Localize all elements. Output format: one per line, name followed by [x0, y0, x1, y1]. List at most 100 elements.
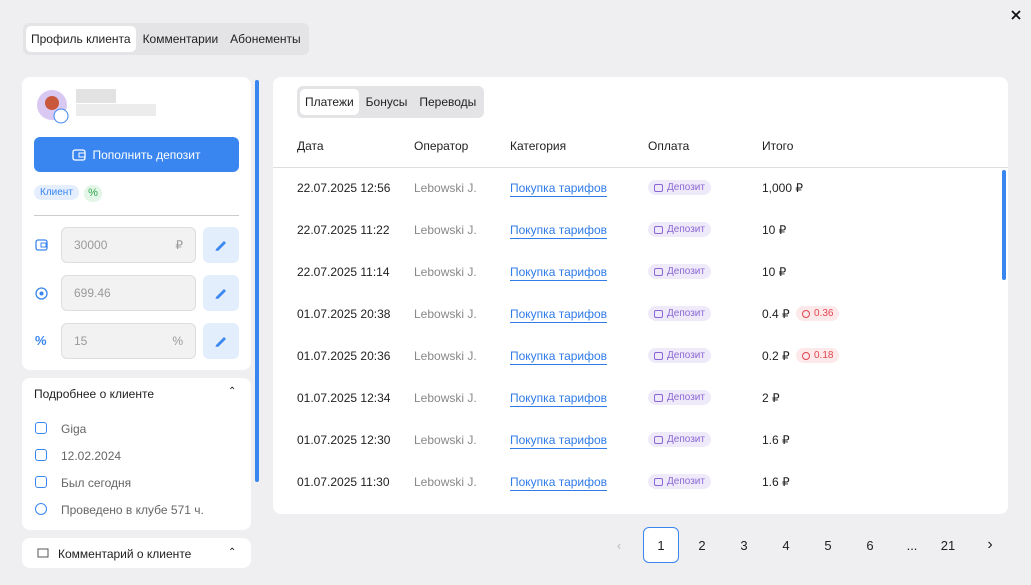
- page-button[interactable]: 3: [740, 537, 748, 553]
- category-link[interactable]: Покупка тарифов: [510, 475, 608, 491]
- bonus-text: 0.18: [814, 350, 834, 361]
- subtab[interactable]: Бонусы: [365, 95, 408, 109]
- percent-icon: %: [35, 333, 47, 348]
- pencil-icon: [215, 337, 226, 347]
- detail-icon: [35, 503, 47, 515]
- wallet-icon: [654, 267, 663, 276]
- wallet-icon: [72, 148, 87, 161]
- bonus-icon: [35, 287, 48, 300]
- payment-text: Депозит: [667, 476, 705, 487]
- subtab[interactable]: Переводы: [419, 95, 477, 109]
- total: 10 ₽: [762, 265, 787, 279]
- detail-icon: [35, 449, 47, 461]
- page-button[interactable]: ...: [906, 537, 918, 553]
- page-button[interactable]: 6: [866, 537, 874, 553]
- payment-badge: Депозит: [648, 390, 711, 405]
- tab[interactable]: Профиль клиента: [26, 26, 136, 52]
- category-link[interactable]: Покупка тарифов: [510, 307, 608, 323]
- table-scrollbar[interactable]: [1002, 170, 1006, 280]
- details-panel: [22, 378, 251, 530]
- details-title[interactable]: Подробнее о клиенте: [34, 387, 154, 401]
- page-button[interactable]: 5: [824, 537, 832, 553]
- operator: Lebowski J.: [414, 265, 477, 279]
- total: 10 ₽: [762, 223, 787, 237]
- category-link[interactable]: Покупка тарифов: [510, 181, 608, 197]
- subtab-bar: Платежи Бонусы Переводы: [297, 86, 485, 118]
- column-header: Дата: [297, 139, 324, 153]
- field-value: 30000: [74, 238, 108, 252]
- category-link[interactable]: Покупка тарифов: [510, 223, 608, 239]
- bonus-badge: 0.36: [796, 306, 840, 321]
- deposit-label: Пополнить депозит: [92, 147, 201, 162]
- field-unit: %: [172, 334, 183, 348]
- discount-field[interactable]: 15%: [61, 323, 196, 359]
- wallet-icon: [654, 225, 663, 234]
- collapse-icon[interactable]: ⌃: [228, 386, 237, 397]
- payment-badge: Депозит: [648, 306, 711, 321]
- field-value: 15: [74, 334, 88, 348]
- category-link[interactable]: Покупка тарифов: [510, 433, 608, 449]
- comment-icon: [37, 548, 49, 558]
- edit-button[interactable]: [203, 323, 239, 359]
- operator: Lebowski J.: [414, 307, 477, 321]
- edit-button[interactable]: [203, 227, 239, 263]
- deposit-button[interactable]: Пополнить депозит: [34, 137, 239, 172]
- total: 1.6 ₽: [762, 475, 790, 489]
- payments-panel: [273, 77, 1008, 514]
- payment-text: Депозит: [667, 392, 705, 403]
- payment-badge: Депозит: [648, 180, 711, 195]
- operator: Lebowski J.: [414, 475, 477, 489]
- bonus-field[interactable]: 699.46: [61, 275, 196, 311]
- total: 1,000 ₽: [762, 181, 803, 195]
- category-link[interactable]: Покупка тарифов: [510, 391, 608, 407]
- page-button[interactable]: 4: [782, 537, 790, 553]
- field-value: 699.46: [74, 286, 111, 300]
- subtab[interactable]: Платежи: [300, 89, 359, 115]
- tab[interactable]: Абонементы: [230, 32, 301, 46]
- client-tag: Клиент: [34, 185, 79, 200]
- column-header: Оператор: [414, 139, 469, 153]
- collapse-icon[interactable]: ⌃: [228, 547, 237, 558]
- next-page[interactable]: ›: [987, 536, 993, 553]
- close-button[interactable]: [1010, 9, 1022, 21]
- operator: Lebowski J.: [414, 223, 477, 237]
- payment-text: Депозит: [667, 182, 705, 193]
- blurred-name: [76, 89, 116, 103]
- date: 01.07.2025 11:30: [297, 475, 390, 489]
- header-divider: [273, 167, 1008, 168]
- bonus-icon: [802, 309, 810, 318]
- detail-text: Был сегодня: [61, 476, 132, 490]
- operator: Lebowski J.: [414, 181, 477, 195]
- date: 22.07.2025 11:14: [297, 265, 390, 279]
- avatar: [37, 90, 69, 124]
- total: 0.4 ₽: [762, 307, 790, 321]
- date: 01.07.2025 12:34: [297, 391, 391, 405]
- prev-page[interactable]: ‹: [616, 537, 622, 553]
- tab[interactable]: Комментарии: [142, 32, 219, 46]
- tab-bar: Профиль клиента Комментарии Абонементы: [23, 23, 309, 55]
- payment-badge: Депозит: [648, 474, 711, 489]
- date: 22.07.2025 11:22: [297, 223, 390, 237]
- payment-badge: Депозит: [648, 264, 711, 279]
- deposit-field[interactable]: 30000 ₽: [61, 227, 196, 263]
- field-unit: ₽: [175, 238, 183, 252]
- page-button[interactable]: 1: [643, 527, 679, 563]
- detail-icon: [35, 476, 47, 488]
- category-link[interactable]: Покупка тарифов: [510, 265, 608, 281]
- date: 01.07.2025 20:38: [297, 307, 391, 321]
- page-button[interactable]: 21: [940, 537, 956, 553]
- operator: Lebowski J.: [414, 391, 477, 405]
- scrollbar[interactable]: [255, 80, 259, 482]
- comment-title[interactable]: Комментарий о клиенте: [58, 547, 192, 561]
- detail-icon: [35, 422, 47, 434]
- date: 01.07.2025 20:36: [297, 349, 391, 363]
- pencil-icon: [215, 289, 226, 299]
- page-button[interactable]: 2: [698, 537, 706, 553]
- payment-text: Депозит: [667, 350, 705, 361]
- category-link[interactable]: Покупка тарифов: [510, 349, 608, 365]
- payment-text: Депозит: [667, 434, 705, 445]
- detail-text: Проведено в клубе 571 ч.: [61, 503, 204, 517]
- edit-button[interactable]: [203, 275, 239, 311]
- date: 22.07.2025 12:56: [297, 181, 391, 195]
